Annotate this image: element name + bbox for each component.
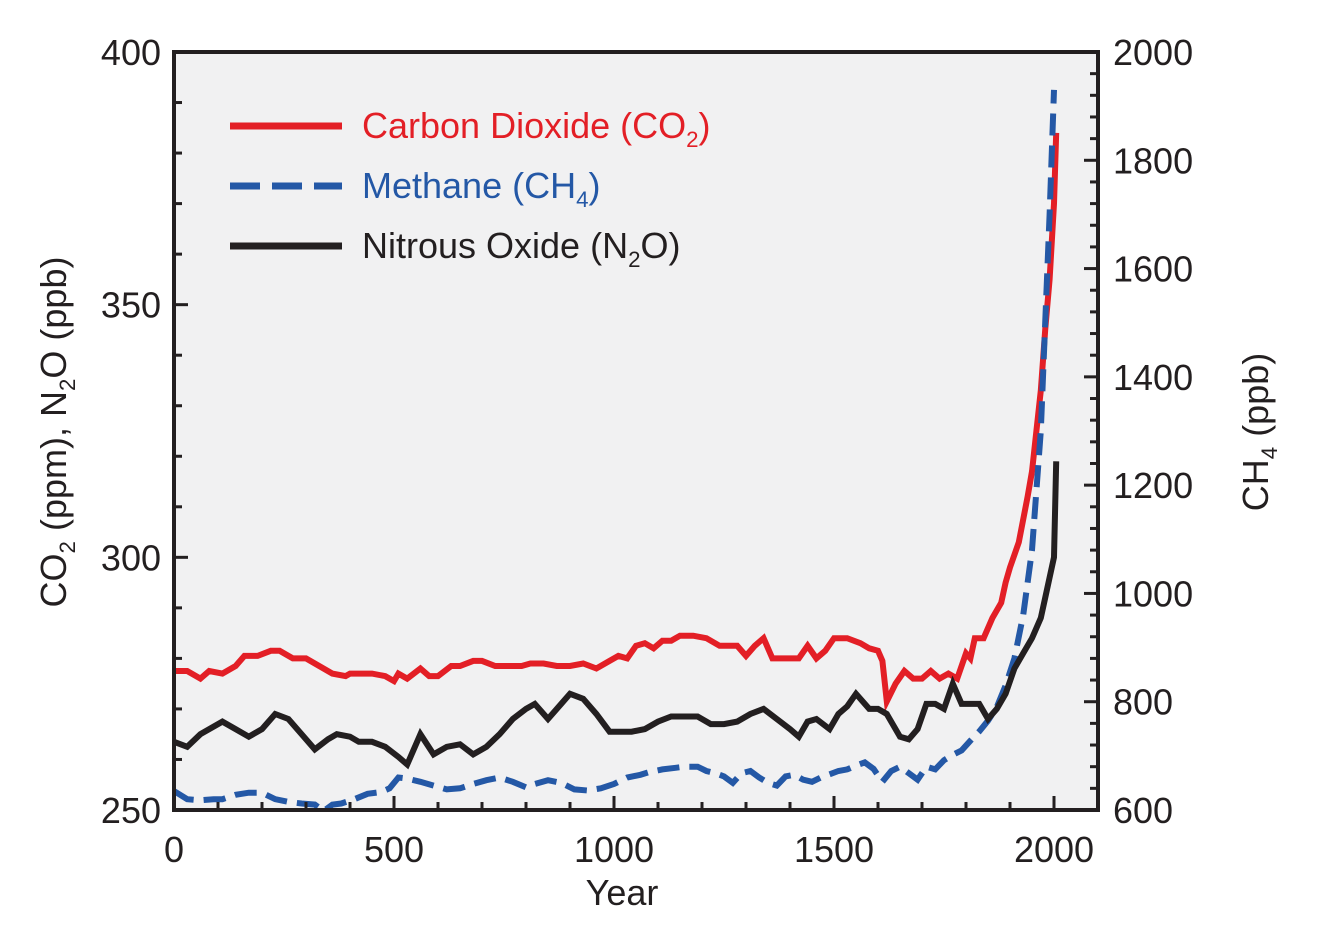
y-right-tick-label: 800 [1113, 682, 1173, 723]
plot-frame [172, 50, 1100, 812]
x-axis-title: Year [586, 872, 659, 913]
y-right-tick-label: 1000 [1113, 573, 1193, 614]
y-right-tick-label: 1200 [1113, 465, 1193, 506]
y-right-tick-label: 1600 [1113, 249, 1193, 290]
y-left-tick-label: 250 [101, 790, 161, 831]
series-line-1 [174, 132, 1060, 712]
y-right-tick-label: 2000 [1113, 32, 1193, 73]
legend-label-1: Carbon Dioxide (CO2) [362, 105, 711, 152]
ticks-layer: 0 500 1000 1500 2000 250 300 350 400 600 800 1000 12… [101, 32, 1193, 870]
x-tick-label: 2000 [1014, 829, 1094, 870]
series-line-2 [172, 89, 1057, 815]
x-tick-label: 1000 [574, 829, 654, 870]
y-left-tick-label: 350 [101, 285, 161, 326]
legend: Carbon Dioxide (CO2) Methane (CH4) Nitrous… [230, 105, 711, 272]
legend-label-2: Methane (CH4) [362, 165, 601, 212]
series-line-3 [172, 461, 1060, 770]
y-left-tick-label: 300 [101, 537, 161, 578]
legend-label-3: Nitrous Oxide (N2O) [362, 225, 680, 272]
x-tick-label: 0 [164, 829, 184, 870]
plot-background [174, 52, 1098, 810]
y-left-axis-title: CO2 (ppm), N2O (ppb) [33, 257, 80, 608]
y-right-tick-label: 1800 [1113, 140, 1193, 181]
y-right-tick-label: 1400 [1113, 357, 1193, 398]
y-right-tick-label: 600 [1113, 790, 1173, 831]
y-right-axis-title: CH4 (ppb) [1235, 353, 1282, 511]
x-tick-label: 500 [364, 829, 424, 870]
x-tick-label: 1500 [794, 829, 874, 870]
series-layer [172, 89, 1060, 815]
y-left-tick-label: 400 [101, 32, 161, 73]
